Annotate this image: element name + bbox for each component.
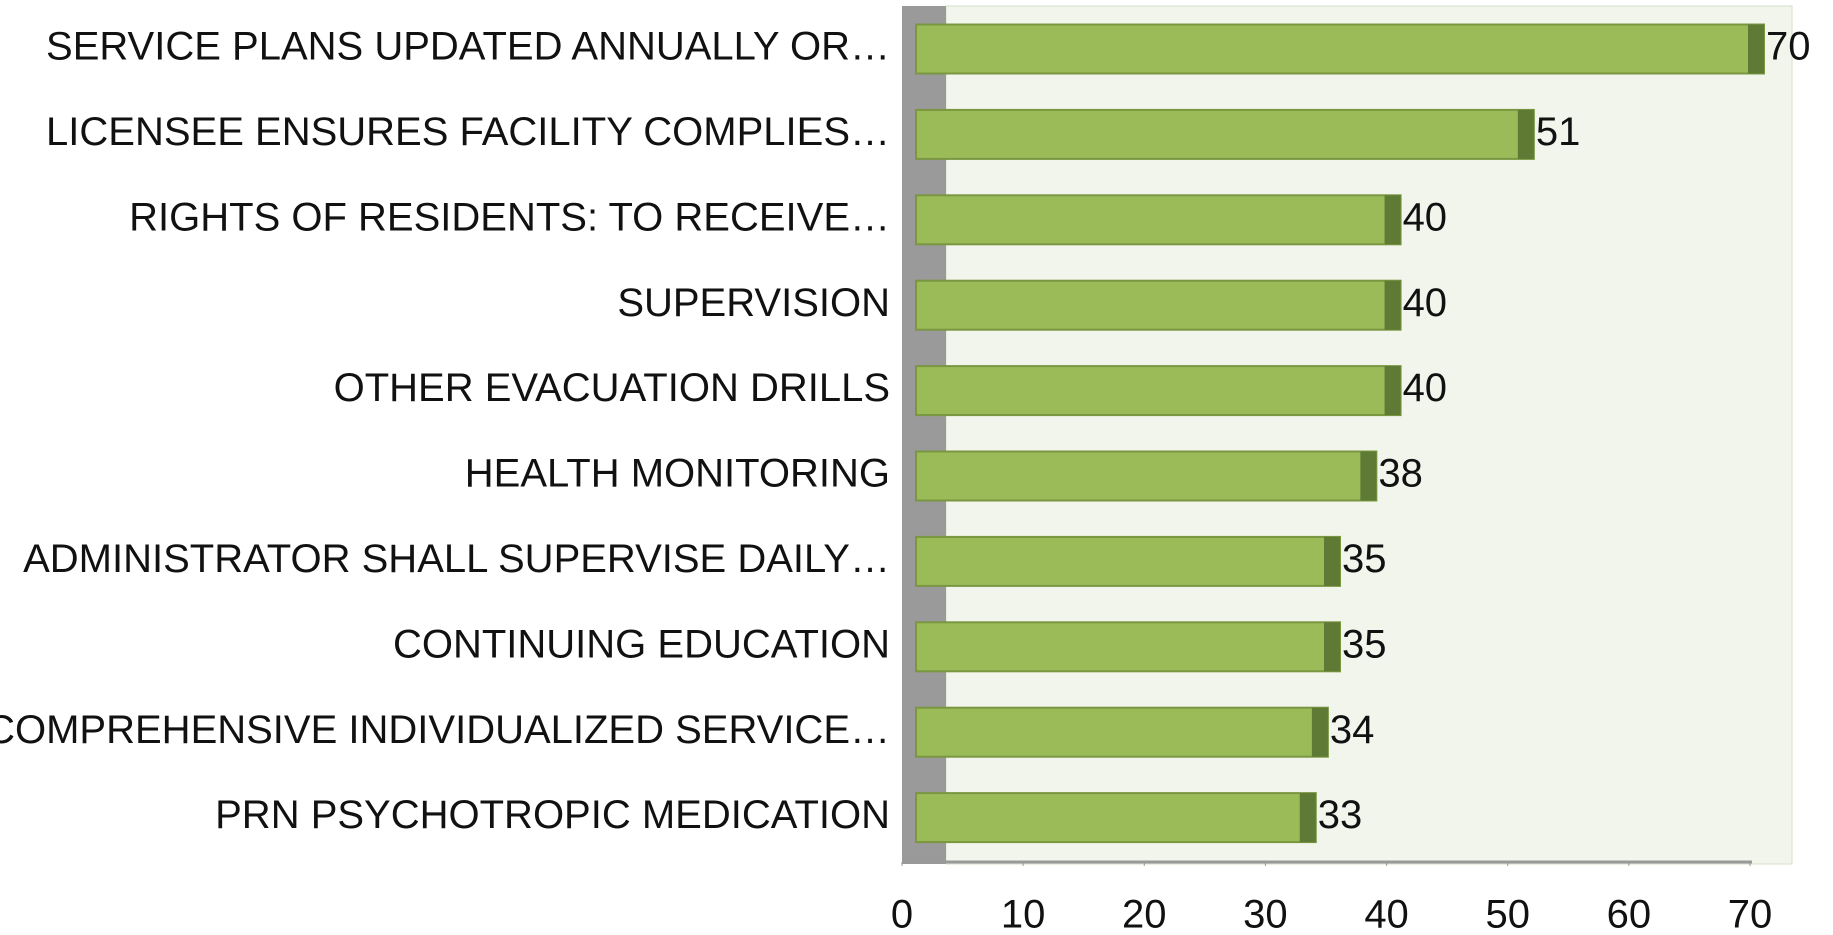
bar-end (1384, 195, 1401, 245)
bar-end (1311, 707, 1328, 757)
x-tick-label: 0 (891, 893, 913, 935)
bar-end (1299, 793, 1316, 843)
bar (915, 792, 1317, 844)
x-tick-label: 50 (1485, 893, 1530, 935)
bar-end (1384, 366, 1401, 416)
y-tick-label: ADMINISTRATOR SHALL SUPERVISE DAILY… (23, 537, 890, 581)
bar-end (1748, 24, 1764, 74)
y-tick-label: HEALTH MONITORING (465, 452, 890, 496)
y-tick-label: OTHER EVACUATION DRILLS (334, 366, 890, 410)
bar (915, 450, 1378, 502)
value-label: 35 (1342, 537, 1387, 581)
bar (915, 108, 1535, 160)
bar-end (1384, 280, 1401, 330)
x-tick-label: 10 (1001, 893, 1046, 935)
value-label: 40 (1403, 281, 1448, 325)
value-label: 38 (1378, 452, 1423, 496)
y-tick-label: SUPERVISION (617, 281, 890, 325)
bar-end (1517, 109, 1534, 159)
y-tick-label: SERVICE PLANS UPDATED ANNUALLY OR… (46, 25, 890, 69)
bar-end (1324, 536, 1340, 586)
x-tick-label: 20 (1122, 893, 1167, 935)
y-tick-label: RIGHTS OF RESIDENTS: TO RECEIVE… (129, 195, 890, 239)
y-tick-label: LICENSEE ENSURES FACILITY COMPLIES… (46, 110, 890, 154)
x-tick-label: 30 (1243, 893, 1288, 935)
bar (915, 535, 1341, 587)
value-label: 40 (1403, 366, 1448, 410)
bar (915, 706, 1329, 758)
x-tick-label: 60 (1607, 893, 1652, 935)
value-label: 35 (1342, 622, 1387, 666)
bar (915, 279, 1402, 331)
y-tick-label: COMPREHENSIVE INDIVIDUALIZED SERVICE… (0, 708, 890, 752)
y-tick-label: PRN PSYCHOTROPIC MEDICATION (215, 793, 890, 837)
value-label: 34 (1330, 708, 1375, 752)
bar-end (1324, 622, 1340, 672)
bar-end (1360, 451, 1377, 501)
bar (915, 365, 1402, 417)
value-label: 33 (1318, 793, 1363, 837)
bar (915, 194, 1402, 246)
value-label: 70 (1766, 25, 1811, 69)
y-tick-label: CONTINUING EDUCATION (393, 622, 890, 666)
value-label: 40 (1403, 195, 1448, 239)
bar (915, 23, 1765, 75)
bar (915, 621, 1341, 673)
x-tick-label: 70 (1728, 893, 1773, 935)
x-tick-label: 40 (1364, 893, 1409, 935)
value-label: 51 (1536, 110, 1581, 154)
